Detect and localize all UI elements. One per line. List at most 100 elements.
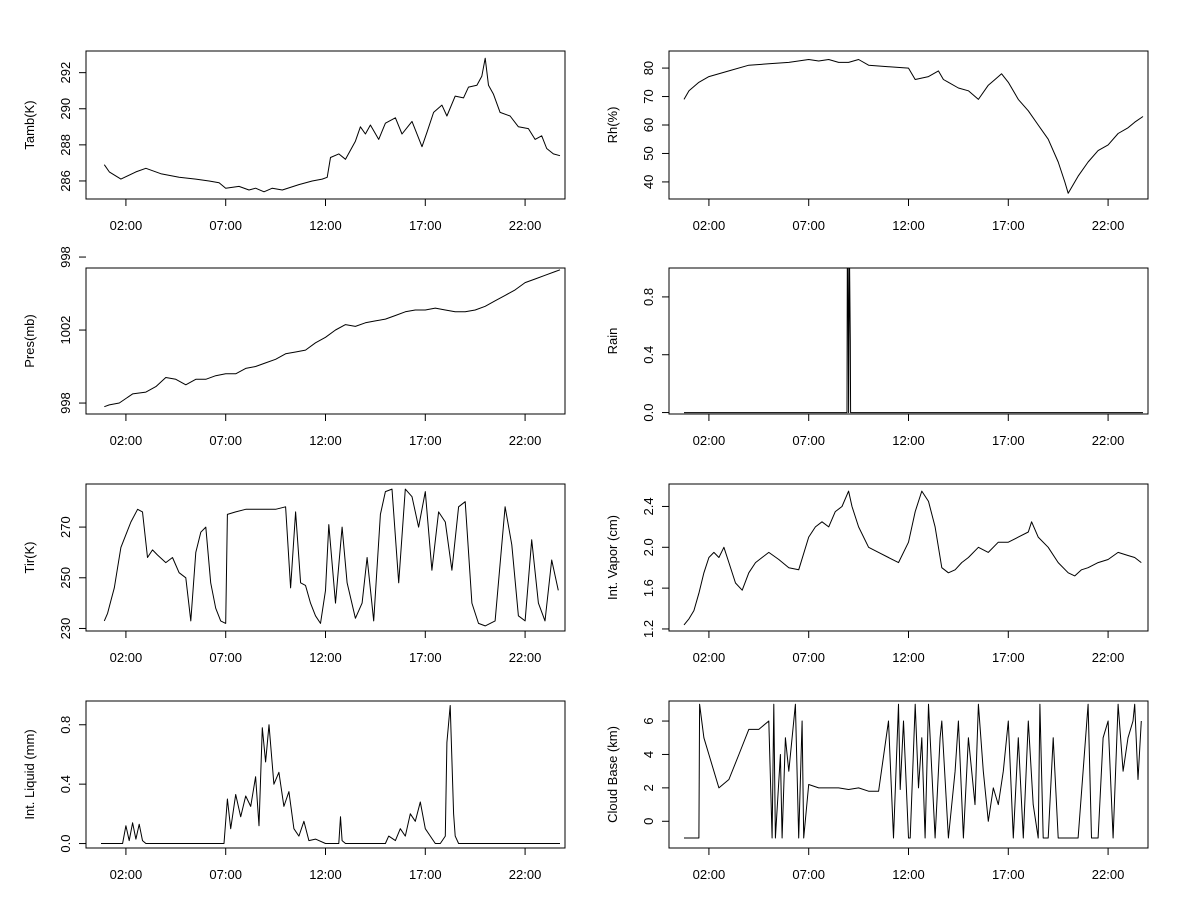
- chart-panel-6: 02:00 07:00 12:00 17:00 22:00 0.0 0.4 0.8 Int. L…: [22, 700, 566, 882]
- plot-frame: [85, 50, 566, 200]
- y-tick-label: 0.4: [641, 346, 656, 364]
- x-tick-label: 22:00: [1092, 218, 1125, 233]
- x-tick-label: 17:00: [992, 218, 1025, 233]
- y-tick-label: 250: [58, 567, 73, 589]
- chart-panel-4: 02:00 07:00 12:00 17:00 22:00 230 250 270 Tir(K): [22, 483, 566, 665]
- x-tick-label: 17:00: [409, 867, 442, 882]
- series-line: [103, 488, 559, 627]
- x-tick-label: 22:00: [509, 650, 542, 665]
- y-tick-label: 292: [58, 62, 73, 84]
- plot-frame: [668, 50, 1149, 200]
- y-tick-label: 4: [641, 751, 656, 758]
- x-tick-label: 17:00: [409, 433, 442, 448]
- y-axis-title: Rh(%): [605, 107, 620, 144]
- y-tick-label: 0.8: [641, 288, 656, 306]
- y-tick-label: 2: [641, 784, 656, 791]
- x-tick-label: 12:00: [892, 218, 925, 233]
- chart-panel-1: 02:00 07:00 12:00 17:00 22:00 40 50 60 70 80 Rh(%): [605, 50, 1149, 233]
- y-axis-title: Cloud Base (km): [605, 726, 620, 823]
- y-tick-label: 0: [641, 818, 656, 825]
- series-line: [101, 705, 560, 844]
- chart-panel-3: 02:00 07:00 12:00 17:00 22:00 0.0 0.4 0.8 Rain: [605, 267, 1149, 448]
- series-line: [683, 490, 1142, 626]
- x-tick-label: 02:00: [110, 433, 143, 448]
- plot-frame: [668, 267, 1149, 415]
- y-axis-title: Tir(K): [22, 541, 37, 573]
- y-tick-label: 1.2: [641, 620, 656, 638]
- y-axis-title: Pres(mb): [22, 314, 37, 367]
- x-tick-label: 02:00: [693, 433, 726, 448]
- x-tick-label: 02:00: [693, 650, 726, 665]
- x-tick-label: 22:00: [1092, 867, 1125, 882]
- x-tick-label: 17:00: [409, 218, 442, 233]
- y-tick-label: 290: [58, 98, 73, 120]
- y-tick-label: 40: [641, 175, 656, 189]
- x-tick-label: 17:00: [992, 867, 1025, 882]
- y-tick-label: 0.4: [58, 775, 73, 793]
- y-tick-label: 70: [641, 89, 656, 103]
- plot-frame: [85, 483, 566, 632]
- x-tick-label: 02:00: [110, 867, 143, 882]
- y-tick-label: 230: [58, 618, 73, 640]
- series-line: [684, 703, 1142, 839]
- series-line: [683, 59, 1144, 194]
- chart-panel-7: 02:00 07:00 12:00 17:00 22:00 0 2 4 6 Cloud Base …: [605, 700, 1149, 882]
- y-tick-label: 0.8: [58, 716, 73, 734]
- x-tick-label: 02:00: [693, 867, 726, 882]
- y-tick-label: 288: [58, 134, 73, 156]
- x-tick-label: 12:00: [892, 650, 925, 665]
- chart-panel-0: 02:00 07:00 12:00 17:00 22:00 286 288 290 292 Tam…: [22, 50, 566, 233]
- x-tick-label: 22:00: [509, 433, 542, 448]
- x-tick-label: 02:00: [693, 218, 726, 233]
- plot-frame: [85, 267, 566, 415]
- x-tick-label: 07:00: [792, 867, 825, 882]
- x-tick-label: 17:00: [992, 433, 1025, 448]
- x-tick-label: 07:00: [209, 218, 242, 233]
- y-tick-label: 998: [58, 392, 73, 414]
- y-tick-label: 60: [641, 118, 656, 132]
- y-tick-label: 286: [58, 170, 73, 192]
- y-axis-title: Int. Vapor (cm): [605, 515, 620, 600]
- x-tick-label: 07:00: [209, 650, 242, 665]
- x-tick-label: 22:00: [509, 218, 542, 233]
- x-tick-label: 07:00: [792, 433, 825, 448]
- x-tick-label: 07:00: [792, 218, 825, 233]
- y-tick-label: 6: [641, 717, 656, 724]
- series-line: [104, 269, 561, 408]
- chart-panel-2: 02:00 07:00 12:00 17:00 22:00 998 1002 998 Pres(…: [22, 246, 566, 448]
- x-tick-label: 07:00: [209, 433, 242, 448]
- y-tick-label: 270: [58, 516, 73, 538]
- series-line: [103, 57, 561, 193]
- x-tick-label: 12:00: [309, 650, 342, 665]
- x-tick-label: 12:00: [309, 218, 342, 233]
- x-tick-label: 17:00: [409, 650, 442, 665]
- plot-frame: [668, 700, 1149, 849]
- plot-frame: [668, 483, 1149, 632]
- y-tick-label: 0.0: [58, 835, 73, 853]
- series-line: [684, 267, 1143, 414]
- y-tick-label: 50: [641, 146, 656, 160]
- chart-panel-5: 02:00 07:00 12:00 17:00 22:00 1.2 1.6 2.0 2.4 Int…: [605, 483, 1149, 665]
- y-tick-label: 0.0: [641, 404, 656, 422]
- y-axis-title: Rain: [605, 328, 620, 355]
- x-tick-label: 12:00: [309, 867, 342, 882]
- y-tick-label: 80: [641, 61, 656, 75]
- x-tick-label: 02:00: [110, 650, 143, 665]
- x-tick-label: 12:00: [309, 433, 342, 448]
- y-tick-label: 998: [58, 246, 73, 268]
- y-tick-label: 1002: [58, 316, 73, 345]
- y-tick-label: 2.4: [641, 497, 656, 515]
- x-tick-label: 07:00: [209, 867, 242, 882]
- x-tick-label: 22:00: [1092, 650, 1125, 665]
- x-tick-label: 12:00: [892, 433, 925, 448]
- x-tick-label: 22:00: [1092, 433, 1125, 448]
- y-tick-label: 1.6: [641, 579, 656, 597]
- x-tick-label: 02:00: [110, 218, 143, 233]
- x-tick-label: 07:00: [792, 650, 825, 665]
- y-tick-label: 2.0: [641, 538, 656, 556]
- plot-frame: [85, 700, 566, 849]
- x-tick-label: 12:00: [892, 867, 925, 882]
- y-axis-title: Int. Liquid (mm): [22, 729, 37, 819]
- y-axis-title: Tamb(K): [22, 100, 37, 149]
